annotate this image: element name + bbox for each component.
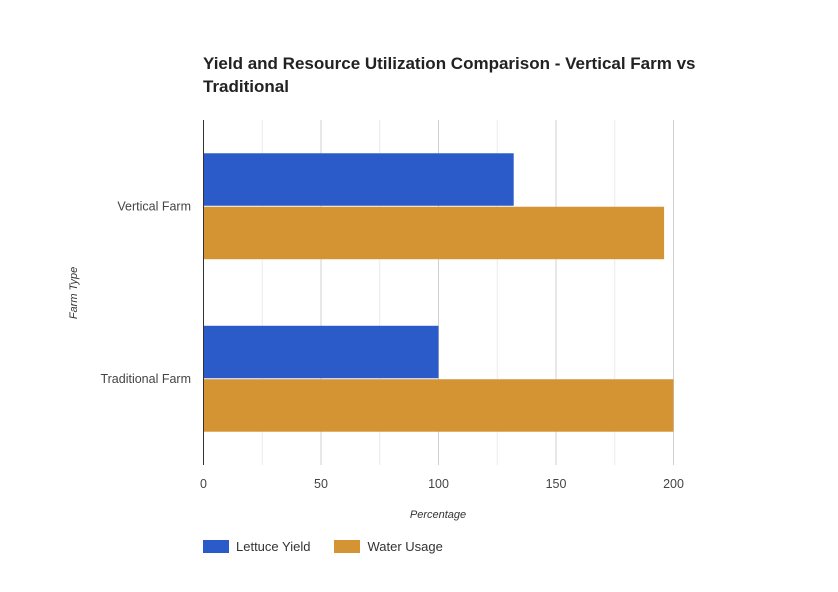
- x-tick-labels: 0 50 100 150 200: [200, 477, 684, 491]
- bar-lettuce-yield: Traditional Farm - Lettuce Yield: 100: [203, 325, 439, 379]
- legend-swatch-water-usage: [334, 540, 361, 553]
- legend: Lettuce Yield Water Usage: [203, 539, 467, 554]
- bars: Vertical Farm - Lettuce Yield: 132Vertic…: [203, 153, 674, 432]
- y-axis-title: Farm Type: [68, 267, 80, 319]
- x-tick-label: 150: [546, 477, 567, 491]
- chart-title: Yield and Resource Utilization Compariso…: [203, 54, 696, 96]
- legend-label-lettuce-yield: Lettuce Yield: [236, 539, 311, 554]
- x-tick-label: 200: [663, 477, 684, 491]
- legend-item-lettuce-yield[interactable]: Lettuce Yield: [203, 539, 310, 554]
- y-tick-label: Traditional Farm: [100, 372, 191, 386]
- bar-lettuce-yield: Vertical Farm - Lettuce Yield: 132: [203, 153, 514, 206]
- y-tick-labels: Vertical Farm Traditional Farm: [100, 199, 191, 386]
- bar-water-usage: Traditional Farm - Water Usage: 200: [203, 379, 674, 432]
- legend-swatch-lettuce-yield: [203, 540, 229, 553]
- x-tick-label: 0: [200, 477, 207, 491]
- legend-item-water-usage[interactable]: Water Usage: [334, 539, 443, 554]
- y-tick-label: Vertical Farm: [117, 199, 191, 213]
- x-axis-title: Percentage: [410, 509, 466, 521]
- bar-water-usage: Vertical Farm - Water Usage: 196: [203, 206, 665, 260]
- x-tick-label: 100: [428, 477, 449, 491]
- x-tick-label: 50: [314, 477, 328, 491]
- legend-label-water-usage: Water Usage: [367, 539, 443, 554]
